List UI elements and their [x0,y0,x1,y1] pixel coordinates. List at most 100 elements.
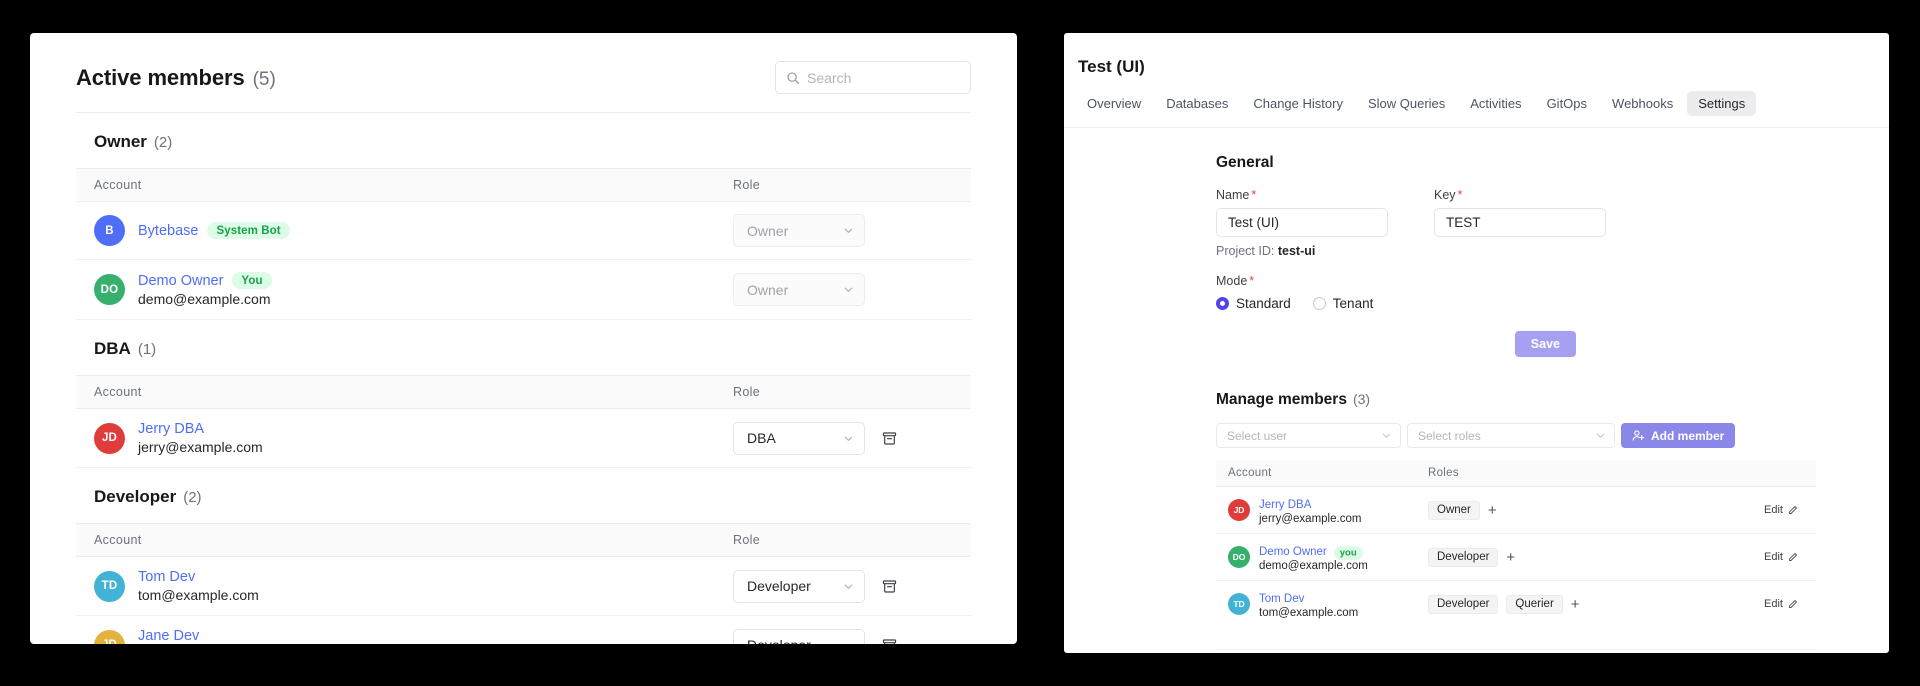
edit-member-button[interactable]: Edit [1758,595,1804,613]
role-value: Owner [747,281,789,298]
member-group-count: (2) [153,134,173,151]
radio-standard[interactable]: Standard [1216,296,1291,311]
role-chip[interactable]: Developer [1428,594,1499,614]
column-header-role: Role [733,178,761,192]
edit-member-button[interactable]: Edit [1758,548,1804,566]
role-dropdown[interactable]: Developer [733,569,865,603]
key-input[interactable]: TEST [1434,208,1606,237]
person-plus-icon [1632,430,1645,441]
tab-databases[interactable]: Databases [1166,96,1229,111]
member-name[interactable]: Bytebase [138,222,199,239]
name-field-group: Name * Test (UI) [1216,188,1388,237]
radio-dot [1312,297,1326,310]
member-email: demo@example.com [1259,560,1368,572]
select-user-dropdown[interactable]: Select user [1216,423,1401,448]
member-name[interactable]: Jerry DBA [138,421,205,437]
tab-change-history[interactable]: Change History [1253,96,1343,111]
radio-dot [1216,297,1229,310]
member-name[interactable]: Tom Dev [1259,593,1305,605]
active-members-header: Active members (5) Search [30,33,1017,112]
project-id-label: Project ID: [1216,244,1275,258]
role-dropdown[interactable]: Developer [733,628,865,644]
member-name-line: Jane Dev [138,628,262,644]
member-groups: Owner (2) Account Role B Bytebase System Bot Ow… [76,112,971,644]
member-name-line: Tom Dev [138,569,259,585]
column-header-roles: Roles [1428,467,1459,479]
tab-overview[interactable]: Overview [1087,96,1142,111]
role-value: Owner [747,222,789,239]
general-section-title: General [1216,154,1274,171]
active-members-count: (5) [252,68,276,90]
manage-members-table-header: Account Roles [1216,460,1816,487]
member-role-cell: Owner [733,273,953,306]
member-meta: Jane Devjane@example.com [138,628,262,644]
save-row: Save [1216,331,1816,357]
edit-member-button[interactable]: Edit [1758,501,1804,519]
radio-label: Tenant [1332,296,1374,311]
save-button[interactable]: Save [1514,331,1576,357]
role-chip[interactable]: Developer [1428,547,1499,567]
add-member-button[interactable]: Add member [1621,423,1736,448]
member-name[interactable]: Tom Dev [138,569,196,585]
table-row: JD Jerry DBA jerry@example.com DBA [76,409,971,468]
delete-icon[interactable] [881,578,898,595]
pencil-icon [1789,505,1797,514]
avatar: B [94,215,125,246]
member-table-header: Account Role [76,376,971,409]
member-meta: Tom Dev tom@example.com [1259,589,1358,619]
edit-label: Edit [1764,504,1783,516]
member-name[interactable]: Demo Owner [138,272,224,289]
member-name[interactable]: Demo Owner [1259,546,1327,558]
avatar: TD [1228,593,1250,615]
required-marker: * [1251,188,1257,202]
member-table-header: Account Role [76,524,971,557]
project-id-value: test-ui [1277,244,1316,258]
manage-members-rows: JD Jerry DBA jerry@example.com Owner + Edit DO… [1216,487,1816,627]
tab-webhooks[interactable]: Webhooks [1612,96,1674,111]
archive-project-link[interactable]: Archive this project [1216,649,1816,653]
table-row: DO Demo Owner you demo@example.com Developer… [1216,534,1816,581]
delete-icon[interactable] [881,637,898,645]
member-role-cell: Owner [733,214,953,247]
active-members-title: Active members [76,64,245,90]
member-group-name: DBA [94,339,131,358]
member-badge: You [232,272,272,289]
tab-slow-queries[interactable]: Slow Queries [1367,96,1446,111]
general-form: Name * Test (UI) Key * TEST [1216,188,1816,237]
member-name[interactable]: Jerry DBA [1259,499,1312,511]
member-account-cell: DO Demo Owner you demo@example.com [1228,542,1428,572]
role-value: Developer [747,637,811,644]
member-name[interactable]: Jane Dev [138,628,200,644]
add-role-button[interactable]: + [1487,501,1497,519]
chevron-down-icon [844,287,853,292]
tab-settings[interactable]: Settings [1687,91,1757,116]
tab-activities[interactable]: Activities [1470,96,1522,111]
add-member-controls: Select user Select roles A [1216,423,1816,448]
select-roles-dropdown[interactable]: Select roles [1407,423,1615,448]
avatar: TD [94,570,125,602]
mode-radio-group: Standard Tenant [1216,296,1816,311]
member-email: demo@example.com [138,291,271,307]
search-input[interactable]: Search [775,61,971,94]
tab-gitops[interactable]: GitOps [1546,96,1588,111]
pencil-icon [1789,599,1797,608]
add-role-button[interactable]: + [1506,548,1516,566]
radio-tenant[interactable]: Tenant [1312,296,1374,311]
member-name-line: Tom Dev [1259,589,1358,607]
delete-icon[interactable] [881,430,898,447]
radio-label: Standard [1236,296,1291,311]
member-group-count: (1) [137,341,157,358]
table-row: DO Demo Owner You demo@example.com Owner [76,260,971,320]
settings-body: General Name * Test (UI) Key * TEST Projec… [1064,128,1889,653]
key-field-group: Key * TEST [1434,188,1606,237]
name-input[interactable]: Test (UI) [1216,208,1388,237]
role-chip[interactable]: Owner [1428,500,1480,520]
search-placeholder: Search [807,69,852,86]
add-role-button[interactable]: + [1570,595,1580,613]
role-dropdown[interactable]: DBA [733,421,865,455]
edit-label: Edit [1764,551,1783,563]
member-name-line: Bytebase System Bot [138,222,290,239]
role-chip[interactable]: Querier [1506,594,1563,614]
table-row: TD Tom Dev tom@example.com Developer Querier… [1216,581,1816,627]
